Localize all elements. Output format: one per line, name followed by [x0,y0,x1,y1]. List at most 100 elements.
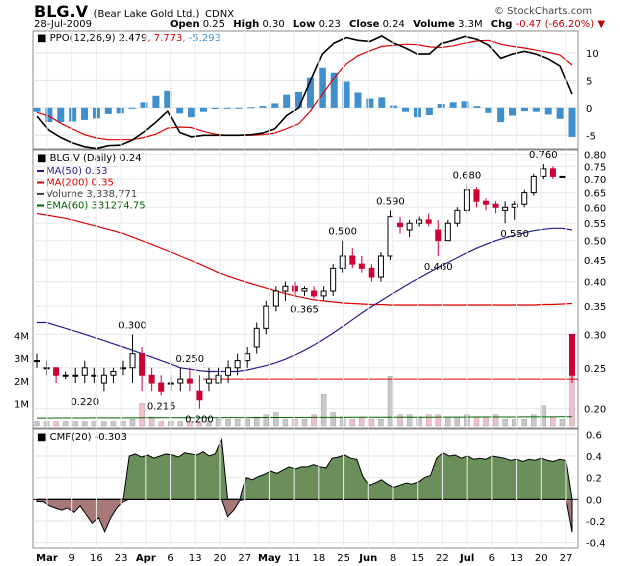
candle-body [53,367,60,376]
ppo-signal-line [36,39,573,141]
candle-body [311,290,318,297]
ppo-legend-bullet: ■ [37,33,50,44]
x-tick-label: Mar [36,553,58,564]
symbol: BLG.V [34,2,88,21]
candle-body [62,374,69,377]
volume-bar [62,421,69,427]
volume-bar [521,419,527,427]
candle-body [435,229,442,242]
candle-body [129,353,136,369]
candle-body [119,367,126,370]
ppo-histogram-bar [128,107,136,109]
cmf-tick-label: 0.2 [586,474,602,485]
candle-body [444,222,451,242]
price-tick-label: 0.35 [584,302,606,313]
price-annotation: 0.220 [70,397,99,408]
cmf-legend: ■ CMF(20) -0.303 [37,432,127,443]
ppo-tick-label: 5 [586,76,592,87]
price-panel: 0.800.75 0.70 0.65 0.60 0.55 0.50 0.45 0.40 0.35… [14,149,606,429]
price-tick-label: 0.80 [584,151,606,162]
quote-summary: Open 0.25 High 0.30 Low 0.23 Close 0.24 … [165,19,605,30]
candle-body [502,206,509,211]
x-tick-label: 18 [312,553,325,564]
volume-bar [397,414,403,427]
chg-label: Chg [490,19,513,30]
candle-body [158,382,165,392]
price-tick-label: 0.70 [584,175,606,186]
volume-bar [359,416,365,427]
price-legend-title: ■ BLG.V (Daily) 0.24 [37,153,142,164]
candle-body [454,209,461,224]
ppo-histogram-bar [330,72,338,108]
volume-bar [273,412,279,427]
price-annotation: 0.365 [290,304,319,315]
close-value: 0.24 [382,19,405,30]
candle-body [139,353,146,376]
ppo-histogram-bar [568,107,576,137]
candle-body [215,374,222,384]
x-tick-label: 15 [411,553,424,564]
volume-bar [445,416,451,427]
price-legend-item: MA(200) 0.35 [46,178,114,189]
volume-bar [368,419,375,427]
ma200-line [36,212,573,306]
x-tick-label: Jul [459,553,474,564]
x-tick-label: 20 [214,553,227,564]
volume-bar [234,419,241,427]
price-annotation: 0.590 [376,196,405,207]
ppo-histogram-bar [342,81,350,108]
ppo-histogram-bar [520,107,528,112]
ppo-histogram-bar [176,107,184,114]
ppo-histogram-bar [199,107,207,112]
price-annotation: 0.460 [424,262,453,273]
x-tick-label: 27 [238,553,251,564]
ppo-frame [32,30,579,150]
x-tick-label: 16 [90,553,103,564]
x-tick-label: 13 [510,553,523,564]
ppo-histogram-bar [140,102,148,108]
chg-value: -0.47 (-66.20%) [515,19,595,30]
price-legend-item: Volume 3,338,771 [46,189,137,200]
price-tick-label: 0.60 [584,203,606,214]
volume-bar [139,403,145,427]
candle-body [559,175,566,178]
candle-body [272,290,279,307]
x-tick-label: 25 [337,553,350,564]
candle-body [100,374,107,384]
volume-bar [454,416,461,427]
volume-bar [340,416,346,427]
volume-bar [387,376,394,427]
volume-tick-label: 1M [14,399,29,410]
candle-body [368,267,375,278]
ppo-histogram-bar [45,107,53,123]
x-tick-label: 13 [189,553,202,564]
volume-bar [53,421,59,427]
candle-body [34,360,40,363]
candle-body [473,189,480,202]
volume-bar [492,414,499,427]
ppo-histogram-bar [57,107,65,123]
high-label: High [233,19,260,30]
price-tick-label: 0.65 [584,189,606,200]
price-annotation: 0.500 [328,227,357,238]
ppo-histogram-bar [223,107,231,109]
x-tick-label: 11 [288,553,301,564]
ppo-histogram-bar [390,105,398,108]
candle-body [483,200,490,205]
ppo-histogram-bar [497,107,505,123]
volume-bar [330,412,336,427]
x-tick-label: 6 [489,553,495,564]
ppo-histogram-bar [81,107,89,120]
volume-bar [244,419,250,427]
candle-body [569,333,575,376]
volume-bar [550,416,556,427]
x-tick-label: 20 [535,553,548,564]
candle-body [186,378,193,384]
x-tick-label: 22 [436,553,449,564]
ppo-line [36,34,573,150]
x-tick-label: 8 [390,553,396,564]
ppo-histogram-bar [378,97,386,108]
volume-bar [282,419,289,427]
price-legend-item: MA(50) 0.53 [46,166,107,177]
